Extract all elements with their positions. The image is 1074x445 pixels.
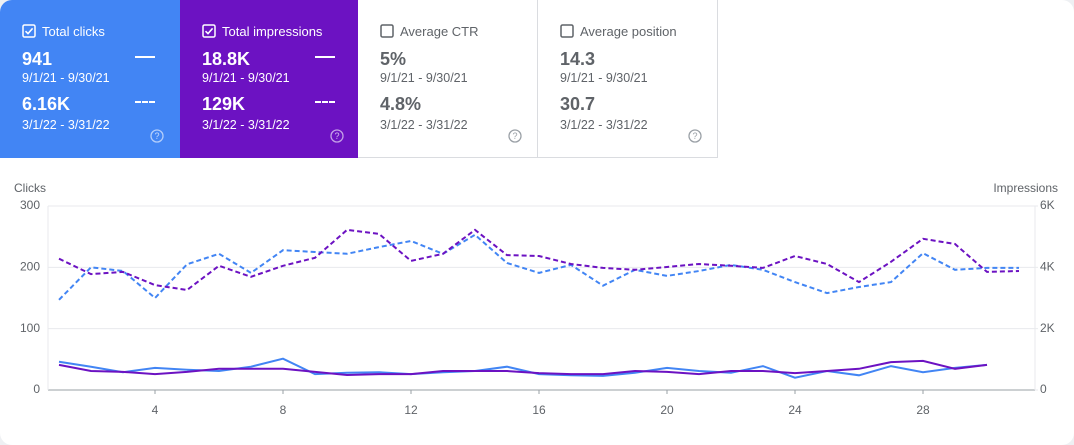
y-tick-label: 300: [20, 198, 40, 212]
metric-value: 18.8K: [202, 49, 251, 69]
metric-period: 9/1/21 - 9/30/21: [202, 71, 290, 85]
metric-period: 3/1/22 - 3/31/22: [560, 118, 648, 132]
metric-period: 9/1/21 - 9/30/21: [22, 71, 110, 85]
legend-line: [315, 56, 335, 58]
metric-period: 3/1/22 - 3/31/22: [22, 118, 110, 132]
metric-card[interactable]: Average position 14.3 9/1/21 - 9/30/21 30.7…: [538, 0, 718, 158]
metric-period: 9/1/21 - 9/30/21: [380, 71, 468, 85]
y2-tick-label: 4K: [1040, 260, 1055, 274]
x-tick-label: 4: [152, 403, 159, 417]
metric-value: 6.16K: [22, 94, 71, 114]
metric-value: 4.8%: [380, 94, 422, 114]
checkbox[interactable]: [380, 24, 394, 38]
dashed-line: [58, 233, 1019, 301]
svg-text:?: ?: [692, 131, 697, 141]
x-tick-label: 12: [404, 403, 418, 417]
svg-text:?: ?: [154, 131, 159, 141]
y-tick-label: 0: [33, 382, 40, 396]
help-icon[interactable]: ?: [688, 129, 702, 143]
metric-card[interactable]: Total clicks 941 9/1/21 - 9/30/21 6.16K 3/1/…: [0, 0, 180, 158]
help-icon[interactable]: ?: [508, 129, 522, 143]
card-label: Average CTR: [400, 24, 479, 39]
legend-line: [315, 101, 335, 103]
y2-axis-title: Impressions: [993, 181, 1058, 195]
y2-tick-label: 6K: [1040, 198, 1055, 212]
y2-tick-label: 0: [1040, 382, 1047, 396]
metric-period: 3/1/22 - 3/31/22: [202, 118, 290, 132]
metric-period: 9/1/21 - 9/30/21: [560, 71, 648, 85]
metric-value: 30.7: [560, 94, 596, 114]
metric-value: 14.3: [560, 49, 596, 69]
checkbox[interactable]: [202, 24, 216, 38]
legend-line: [135, 56, 155, 58]
y-tick-label: 100: [20, 321, 40, 335]
metric-value: 129K: [202, 94, 246, 114]
metric-period: 3/1/22 - 3/31/22: [380, 118, 468, 132]
metric-value: 941: [22, 49, 53, 69]
x-tick-label: 16: [532, 403, 546, 417]
metric-value: 5%: [380, 49, 407, 69]
card-label: Average position: [580, 24, 677, 39]
checkbox[interactable]: [560, 24, 574, 38]
help-icon[interactable]: ?: [330, 129, 344, 143]
x-tick-label: 8: [280, 403, 287, 417]
checkbox[interactable]: [22, 24, 36, 38]
card-label: Total impressions: [222, 24, 323, 39]
x-tick-label: 20: [660, 403, 674, 417]
x-tick-label: 28: [916, 403, 930, 417]
x-tick-label: 24: [788, 403, 802, 417]
svg-text:?: ?: [512, 131, 517, 141]
solid-line: [58, 359, 988, 377]
card-label: Total clicks: [42, 24, 105, 39]
help-icon[interactable]: ?: [150, 129, 164, 143]
solid-line: [58, 357, 988, 379]
y2-tick-label: 2K: [1040, 321, 1055, 335]
y-tick-label: 200: [20, 260, 40, 274]
y-axis-title: Clicks: [14, 181, 46, 195]
dashed-line: [58, 228, 1020, 292]
svg-text:?: ?: [334, 131, 339, 141]
metric-card[interactable]: Average CTR 5% 9/1/21 - 9/30/21 4.8% 3/1/22 …: [358, 0, 538, 158]
legend-line: [135, 101, 155, 103]
metric-card[interactable]: Total impressions 18.8K 9/1/21 - 9/30/21 12…: [180, 0, 360, 158]
